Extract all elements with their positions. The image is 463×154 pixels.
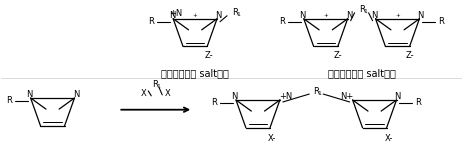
Text: X-: X-	[268, 134, 276, 143]
Text: N: N	[300, 11, 306, 20]
Text: +N: +N	[279, 92, 292, 101]
Text: R: R	[232, 8, 238, 17]
Text: R: R	[152, 80, 158, 89]
Text: N: N	[74, 90, 80, 99]
Text: N: N	[418, 11, 424, 20]
Text: N: N	[371, 11, 377, 20]
Text: R: R	[313, 87, 319, 96]
Text: R: R	[148, 17, 154, 26]
Text: +: +	[193, 13, 198, 18]
Text: 1: 1	[318, 91, 322, 95]
Text: 1: 1	[237, 12, 240, 17]
Text: 1: 1	[363, 9, 367, 14]
Text: +: +	[323, 13, 328, 18]
Text: Z-: Z-	[333, 51, 342, 60]
Text: N: N	[346, 11, 352, 20]
Text: N: N	[169, 11, 175, 20]
Text: X-: X-	[384, 134, 393, 143]
Text: R: R	[6, 97, 12, 105]
Text: Z-: Z-	[405, 51, 414, 60]
Text: +: +	[395, 13, 400, 18]
Text: R: R	[279, 17, 285, 26]
Text: R: R	[438, 17, 444, 26]
Text: R: R	[415, 98, 421, 107]
Text: R: R	[211, 98, 217, 107]
Text: N: N	[394, 92, 401, 101]
Text: Z-: Z-	[205, 51, 213, 60]
Text: 다이이미다졸 salt형태: 다이이미다졸 salt형태	[328, 68, 395, 78]
Text: N: N	[232, 92, 238, 101]
Text: 모노이미다졸 salt형태: 모노이미다졸 salt형태	[161, 68, 229, 78]
Text: X: X	[164, 89, 170, 98]
Text: R: R	[359, 5, 364, 14]
Text: N+: N+	[340, 92, 354, 101]
Text: X: X	[140, 89, 146, 98]
Text: 1: 1	[157, 84, 161, 89]
Text: +N: +N	[169, 9, 183, 18]
Text: N: N	[215, 11, 221, 20]
Text: N: N	[26, 90, 32, 99]
